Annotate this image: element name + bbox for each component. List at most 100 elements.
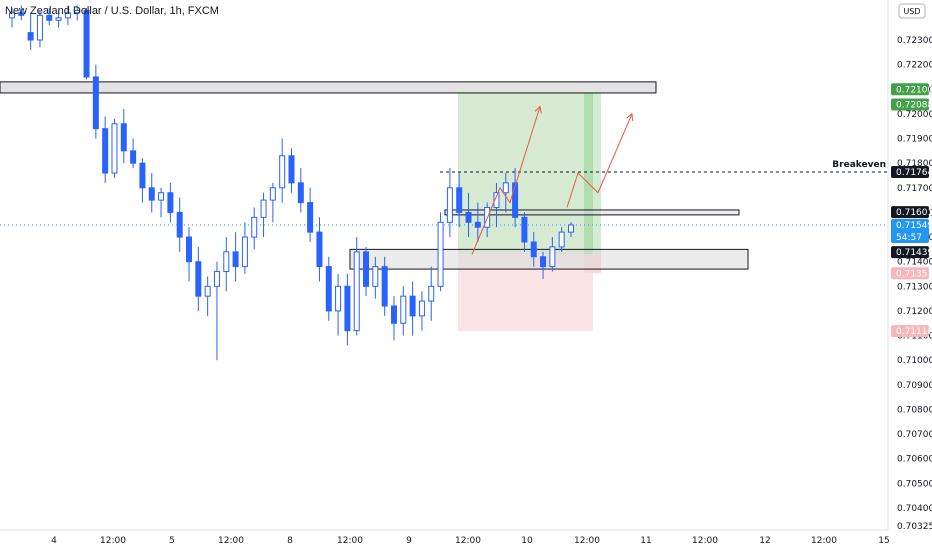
candle xyxy=(18,5,25,21)
tp-upper-price-pill-text: 0.72100 xyxy=(896,85,932,95)
current-price-text: 0.71549 xyxy=(896,221,932,231)
candle-body xyxy=(9,12,15,19)
candle-body xyxy=(18,12,25,16)
time-tick-label: 8 xyxy=(287,536,293,546)
time-tick-label: 12:00 xyxy=(692,536,718,546)
candle xyxy=(372,256,379,299)
candle xyxy=(74,5,81,21)
price-tick-label: 0.71800 xyxy=(897,159,932,169)
candle xyxy=(307,187,314,242)
candle-body xyxy=(148,187,155,201)
candle xyxy=(428,266,435,321)
price-tick-label: 0.71200 xyxy=(897,307,932,317)
zone-top-price-pill: 0.71601 xyxy=(891,206,932,219)
candle-body xyxy=(446,187,453,223)
candle xyxy=(568,222,574,238)
candle-body xyxy=(111,123,118,174)
candle xyxy=(102,116,109,183)
price-tick-label: 0.70800 xyxy=(897,405,932,415)
tp-upper-price-pill-box xyxy=(891,83,929,96)
candle-body xyxy=(502,182,509,194)
time-tick-label: 12:00 xyxy=(811,536,837,546)
tp-price-pill-box xyxy=(891,98,929,111)
tp-price-pill-text: 0.72088 xyxy=(896,101,932,111)
breakeven-price-pill-text: 0.71764 xyxy=(896,168,932,178)
price-pills: 0.72100 0.72088 0.71764 0.71601 0.71549 54:57… xyxy=(891,83,932,338)
candle-body xyxy=(167,192,174,213)
candle-body xyxy=(64,12,71,19)
candle xyxy=(465,192,472,238)
candle xyxy=(241,222,248,274)
candle xyxy=(353,237,360,336)
candle xyxy=(288,148,295,193)
candle-body xyxy=(493,192,500,208)
candle xyxy=(223,237,230,292)
candle-body xyxy=(344,285,351,332)
projection-path-1 xyxy=(471,106,541,255)
candle xyxy=(213,261,220,361)
candle xyxy=(400,286,407,336)
candle-body xyxy=(46,14,53,21)
candles xyxy=(9,5,574,361)
candle-body xyxy=(213,271,220,287)
candle-body xyxy=(335,285,342,312)
projection-arrows xyxy=(471,105,634,255)
currency-badge-box[interactable] xyxy=(898,3,926,19)
candle-body xyxy=(353,251,360,332)
candle xyxy=(316,217,323,282)
candle xyxy=(186,227,193,282)
candle-body xyxy=(195,261,202,297)
time-tick-label: 4 xyxy=(51,536,57,546)
candle-body xyxy=(36,14,43,41)
price-tick-label: 0.71700 xyxy=(897,184,932,194)
price-tick-label: 0.72000 xyxy=(897,110,932,120)
candle xyxy=(111,118,118,178)
candle xyxy=(204,276,211,316)
candle-body xyxy=(204,285,211,297)
support-zone[interactable] xyxy=(349,248,749,270)
price-tick-label: 0.71300 xyxy=(897,282,932,292)
projection-arrowhead-2 xyxy=(626,112,634,121)
candle-body xyxy=(530,241,537,258)
candle-body xyxy=(232,251,239,268)
entry-zone[interactable] xyxy=(444,209,740,216)
candle xyxy=(437,212,444,292)
candle-body xyxy=(279,155,286,189)
candle-body xyxy=(74,9,81,14)
candle-body xyxy=(27,32,34,41)
candle-body xyxy=(288,155,295,184)
time-tick-label: 10 xyxy=(521,536,533,546)
candle xyxy=(120,108,127,164)
candle xyxy=(325,256,332,321)
candle-body xyxy=(139,162,146,189)
candle xyxy=(92,64,99,139)
candle xyxy=(139,158,146,203)
candle-body xyxy=(568,224,574,233)
time-axis[interactable]: 4 12:00 5 12:00 8 12:00 9 12:00 10 12:00 11 12:00 12… xyxy=(51,536,890,546)
candle-body xyxy=(512,182,519,218)
candle-body xyxy=(558,231,565,248)
resistance-zone[interactable] xyxy=(0,81,657,94)
candle-body xyxy=(251,216,258,238)
stop-band-price-pill-text: 0.71353 xyxy=(896,269,932,279)
candle-body xyxy=(269,187,276,201)
candle xyxy=(344,274,351,346)
currency-badge: USD xyxy=(903,7,920,16)
profit-zone-edge xyxy=(584,92,601,255)
candle xyxy=(530,232,537,267)
time-tick-label: 12:00 xyxy=(455,536,481,546)
candle-body xyxy=(297,182,304,204)
candle-body xyxy=(400,295,407,324)
candle xyxy=(9,7,15,28)
candle-body xyxy=(418,300,425,317)
candle-body xyxy=(158,192,165,201)
price-tick-label: 0.71000 xyxy=(897,356,932,366)
candle-body xyxy=(260,199,267,218)
candle-body xyxy=(474,221,481,228)
tp-price-pill: 0.72088 xyxy=(891,98,932,111)
candle xyxy=(167,182,174,223)
candle xyxy=(251,207,258,250)
price-axis[interactable]: 0.72300 0.72200 0.72100 0.72000 0.71900 0.718… xyxy=(897,36,932,532)
candle xyxy=(335,274,342,336)
